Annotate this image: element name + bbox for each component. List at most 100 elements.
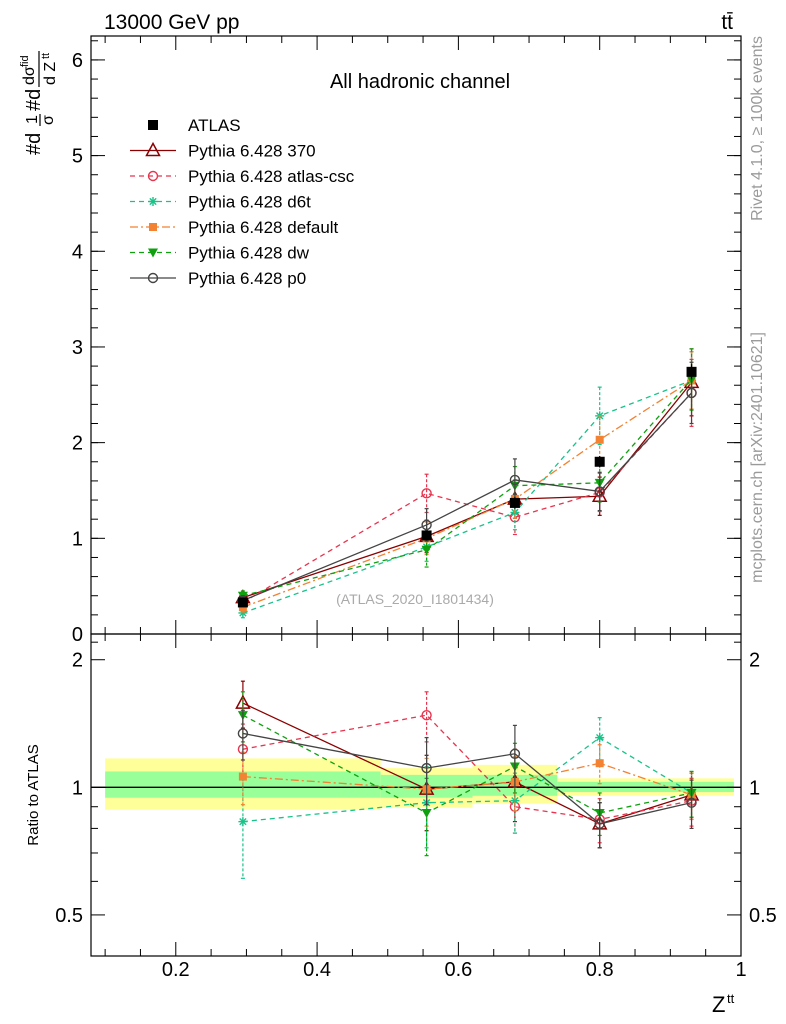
legend-marker-dw	[148, 248, 158, 258]
main-point-default	[595, 435, 604, 444]
legend-label-p370: Pythia 6.428 370	[188, 142, 316, 161]
svg-text:#d: #d	[23, 89, 45, 111]
legend-item-p370: Pythia 6.428 370	[130, 142, 316, 161]
main-line-p370	[242, 381, 693, 599]
y-tick-label: 2	[72, 650, 83, 672]
y-tick-label: 0	[72, 624, 83, 646]
ratio-point-p0	[421, 762, 432, 774]
svg-text:Z: Z	[712, 992, 725, 1017]
y-tick-label: 2	[72, 433, 83, 455]
main-errorbar-p0	[597, 471, 602, 512]
x-tick-label: 0.4	[303, 959, 331, 981]
y-tick-label: 1	[72, 528, 83, 550]
ratio-point-p0	[237, 728, 249, 739]
main-series-atlascsc	[237, 358, 697, 608]
main-line-p0	[242, 392, 693, 602]
y-tick-label-right: 0.5	[749, 905, 777, 927]
legend-item-atlascsc: Pythia 6.428 atlas-csc	[130, 167, 355, 186]
legend-marker-p0	[147, 272, 159, 284]
main-point-p0	[421, 519, 432, 531]
y-tick-label: 6	[72, 50, 83, 72]
main-point-atlas	[421, 530, 432, 541]
main-y-axis-label: #d 1 σ #d dσ fid d Z tt	[19, 51, 59, 155]
ratio-errorbar-p0	[597, 802, 602, 849]
y-tick-label: 5	[72, 146, 83, 168]
main-line-dw	[242, 379, 693, 597]
side-label-top: Rivet 4.1.0, ≥ 100k events	[749, 36, 766, 221]
main-point-dw	[421, 545, 432, 555]
legend-label-d6t: Pythia 6.428 d6t	[188, 193, 311, 212]
ratio-point-dw	[421, 808, 432, 818]
legend-marker-atlascsc	[147, 170, 159, 182]
ratio-errorbar-p0	[512, 724, 517, 788]
ratio-point-d6t	[238, 817, 248, 827]
side-label-bottom: mcplots.cern.ch [arXiv:2401.10621]	[749, 332, 766, 583]
main-line-d6t	[242, 379, 692, 614]
legend-marker-default	[149, 223, 157, 231]
legend-item-atlas: ATLAS	[148, 116, 241, 135]
ratio-point-p0	[509, 748, 521, 759]
main-series-atlas	[237, 364, 697, 608]
svg-text:dσ: dσ	[21, 66, 38, 85]
main-point-atlas	[594, 456, 605, 467]
y-tick-label: 1	[72, 777, 83, 799]
chart-title: All hadronic channel	[330, 71, 510, 93]
legend-marker-d6t	[148, 197, 158, 206]
ratio-y-axis-label: Ratio to ATLAS	[25, 744, 42, 845]
x-tick-label: 0.8	[586, 959, 614, 981]
legend-item-p0: Pythia 6.428 p0	[130, 269, 306, 288]
svg-text:fid: fid	[19, 55, 31, 67]
x-tick-label: 0.6	[444, 959, 472, 981]
legend-item-default: Pythia 6.428 default	[130, 218, 339, 237]
main-line-atlascsc	[242, 392, 693, 603]
legend-label-default: Pythia 6.428 default	[188, 218, 339, 237]
main-point-atlascsc	[421, 488, 432, 499]
svg-text:σ: σ	[40, 115, 57, 125]
ratio-frame	[90, 633, 742, 957]
ratio-errorbar-p0	[689, 779, 694, 830]
main-point-atlas	[686, 366, 697, 377]
ratio-errorbar-p0	[424, 737, 429, 806]
x-tick-label: 1	[735, 959, 746, 981]
main-point-p0	[509, 474, 521, 486]
svg-text:#d: #d	[23, 133, 45, 155]
ratio-errorbar-default	[597, 744, 602, 785]
y-tick-label-right: 2	[749, 650, 760, 672]
y-tick-label: 3	[72, 337, 83, 359]
legend-marker-p370	[145, 141, 161, 157]
legend: ATLAS Pythia 6.428 370 Pythia 6.428 atlas-…	[130, 116, 355, 288]
main-point-p0	[594, 486, 605, 497]
y-tick-label: 4	[72, 241, 83, 263]
y-tick-label-right: 1	[749, 777, 760, 799]
main-series-dw	[237, 348, 697, 602]
ratio-point-default	[238, 772, 247, 781]
legend-label-atlas: ATLAS	[188, 116, 241, 135]
svg-text:1: 1	[24, 115, 41, 124]
main-point-atlas	[237, 597, 248, 608]
ratio-point-d6t	[595, 733, 605, 743]
main-series-d6t	[238, 351, 697, 619]
analysis-watermark: (ATLAS_2020_I1801434)	[336, 591, 494, 607]
main-errorbar-d6t	[597, 386, 602, 446]
main-panel: All hadronic channel (ATLAS_2020_I180143…	[19, 35, 742, 646]
legend-item-dw: Pythia 6.428 dw	[130, 244, 310, 263]
ratio-point-default	[595, 759, 604, 768]
svg-text:tt: tt	[40, 53, 52, 59]
x-axis-label: Z tt	[712, 991, 735, 1017]
legend-label-atlascsc: Pythia 6.428 atlas-csc	[188, 167, 355, 186]
ratio-point-atlascsc	[421, 709, 432, 721]
main-point-p0	[686, 387, 697, 399]
y-tick-label: 0.5	[55, 905, 83, 927]
legend-marker-atlas	[148, 120, 158, 130]
svg-text:d Z: d Z	[42, 62, 59, 85]
main-series-default	[238, 351, 696, 613]
legend-label-p0: Pythia 6.428 p0	[188, 269, 306, 288]
main-series-p0	[237, 361, 697, 606]
ratio-point-p0	[594, 818, 605, 830]
ratio-point-p0	[686, 797, 697, 808]
ratio-panel: 0.5 0.5 1 1 2 2 0.2 0.4 0.6 0.8 1 Ratio to ATLAS Z…	[25, 633, 777, 1017]
ratio-series-p0	[237, 709, 697, 849]
main-errorbar-atlascsc	[424, 473, 429, 514]
process-label: tt̄	[721, 11, 733, 34]
